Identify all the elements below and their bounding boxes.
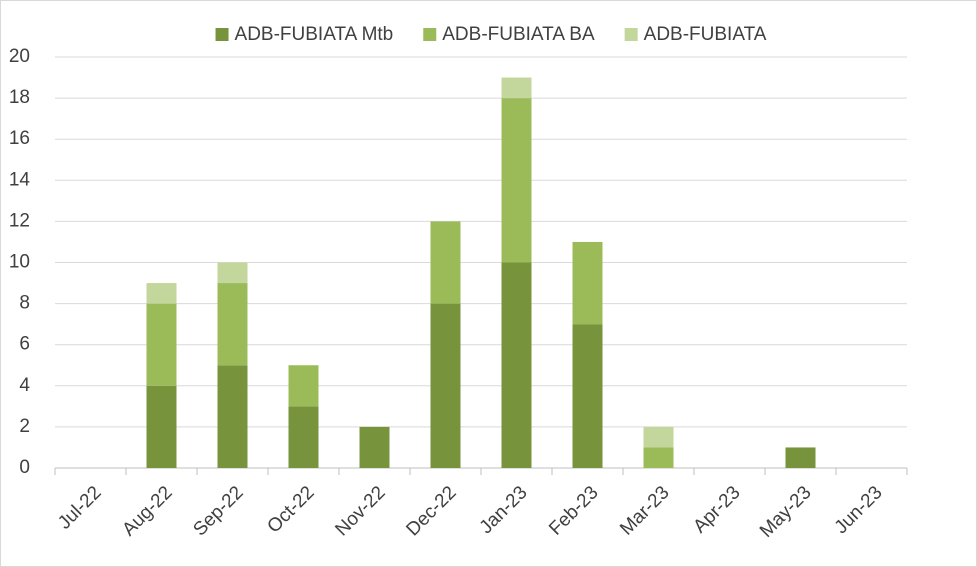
bar-segment (501, 77, 532, 99)
bar-segment (643, 426, 674, 448)
legend-swatch (624, 28, 638, 41)
bar-segment (146, 303, 177, 386)
y-tick-label: 6 (19, 334, 30, 355)
y-tick-label: 18 (9, 87, 30, 108)
legend-label: ADB-FUBIATA (644, 24, 767, 45)
y-tick-label: 14 (9, 169, 31, 190)
bar-segment (359, 426, 390, 468)
bar-segment (430, 303, 461, 468)
bar-segment (217, 365, 248, 468)
y-tick-label: 16 (9, 128, 30, 149)
legend-label: ADB-FUBIATA BA (442, 24, 595, 45)
bar-segment (501, 98, 532, 263)
bar-segment (288, 365, 319, 407)
y-tick-label: 20 (9, 46, 30, 67)
y-tick-label: 2 (19, 416, 30, 437)
y-tick-label: 4 (19, 375, 30, 396)
bar-segment (501, 262, 532, 468)
bar-segment (146, 283, 177, 304)
y-tick-label: 8 (19, 293, 30, 314)
bar-segment (217, 283, 248, 366)
bar-segment (430, 221, 461, 304)
bar-segment (217, 262, 248, 284)
legend-label: ADB-FUBIATA Mtb (235, 24, 394, 45)
legend-swatch (215, 28, 229, 41)
y-tick-label: 12 (9, 210, 30, 231)
bar-segment (146, 385, 177, 468)
bar-segment (288, 406, 319, 468)
legend-swatch (423, 28, 437, 41)
bar-segment (643, 447, 674, 468)
bar-segment (572, 241, 603, 325)
bar-segment (785, 447, 816, 468)
y-tick-label: 0 (19, 457, 30, 478)
bar-segment (572, 324, 603, 468)
y-tick-label: 10 (9, 252, 30, 273)
